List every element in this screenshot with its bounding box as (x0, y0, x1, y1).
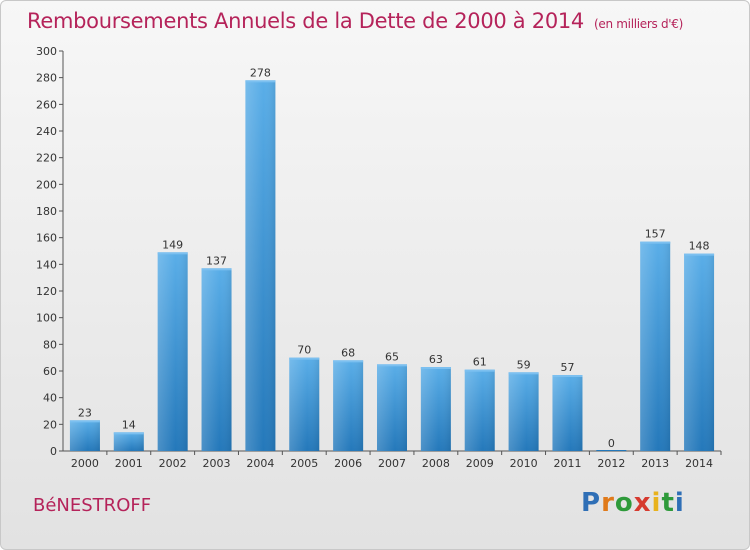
value-label-2003: 137 (206, 254, 227, 267)
y-tick-label: 60 (43, 365, 57, 378)
x-tick-label: 2006 (334, 457, 362, 470)
bar-shade-2006 (333, 360, 364, 451)
labels: 23 2000 14 2001 149 2002 137 2003 278 2004 70 2005 6… (71, 66, 713, 470)
value-label-2012: 0 (608, 437, 615, 450)
y-tick-label: 140 (36, 258, 57, 271)
bar-shade-2008 (420, 367, 451, 451)
value-label-2010: 59 (517, 358, 531, 371)
bar-shade-2013 (640, 241, 671, 451)
x-tick-label: 2002 (159, 457, 187, 470)
value-label-2008: 63 (429, 353, 443, 366)
bar-shade-2002 (157, 252, 188, 451)
x-tick-label: 2014 (685, 457, 713, 470)
y-tick-label: 20 (43, 418, 57, 431)
bar-top-2002 (157, 252, 188, 255)
value-label-2014: 148 (689, 240, 710, 253)
chart-unit: (en milliers d'€) (594, 17, 684, 31)
y-tick-label: 180 (36, 205, 57, 218)
bar-shade-2011 (552, 375, 583, 451)
bar-top-2011 (552, 375, 583, 377)
y-tick-label: 120 (36, 285, 57, 298)
bar-shade-2009 (464, 369, 495, 451)
value-label-2002: 149 (162, 238, 183, 251)
value-label-2011: 57 (560, 361, 574, 374)
x-tick-label: 2001 (115, 457, 143, 470)
y-tick-label: 300 (36, 45, 57, 58)
bar-shade-2004 (245, 80, 276, 451)
bar-top-2003 (201, 268, 232, 271)
value-label-2005: 70 (297, 344, 311, 357)
y-tick-label: 80 (43, 338, 57, 351)
value-label-2004: 278 (250, 66, 271, 79)
bar-top-2009 (464, 369, 495, 372)
bar-shade-2001 (113, 432, 144, 451)
value-label-2009: 61 (473, 356, 487, 369)
bar-shade-2000 (69, 420, 100, 451)
y-tick-label: 280 (36, 72, 57, 85)
bar-shade-2003 (201, 268, 232, 451)
bar-top-2014 (684, 253, 715, 256)
value-label-2000: 23 (78, 406, 92, 419)
value-label-2001: 14 (122, 418, 136, 431)
bar-2012 (596, 450, 627, 451)
x-tick-label: 2008 (422, 457, 450, 470)
x-tick-label: 2010 (510, 457, 538, 470)
bar-shade-2005 (289, 357, 320, 451)
chart-title: Remboursements Annuels de la Dette de 20… (27, 9, 683, 33)
y-tick-label: 0 (50, 445, 57, 458)
bar-shade-2014 (684, 253, 715, 451)
bar-top-2004 (245, 80, 276, 83)
x-tick-label: 2003 (203, 457, 231, 470)
axes: 0204060801001201401601802002202402602803… (36, 45, 722, 458)
value-label-2007: 65 (385, 350, 399, 363)
y-tick-label: 160 (36, 232, 57, 245)
x-tick-label: 2013 (641, 457, 669, 470)
y-tick-label: 200 (36, 178, 57, 191)
value-label-2013: 157 (645, 228, 666, 241)
bar-top-2005 (289, 357, 320, 360)
x-tick-label: 2007 (378, 457, 406, 470)
y-tick-label: 100 (36, 312, 57, 325)
y-tick-label: 260 (36, 98, 57, 111)
bar-top-2006 (333, 360, 364, 363)
bar-shade-2010 (508, 372, 539, 451)
bar-top-2000 (69, 420, 100, 423)
y-tick-label: 40 (43, 392, 57, 405)
bar-top-2013 (640, 241, 671, 244)
commune-name: BéNESTROFF (33, 495, 152, 516)
bar-shade-2007 (377, 364, 407, 451)
bar-top-2001 (113, 432, 144, 435)
value-label-2006: 68 (341, 346, 355, 359)
x-tick-label: 2005 (290, 457, 318, 470)
x-tick-label: 2000 (71, 457, 99, 470)
chart-title-text: Remboursements Annuels de la Dette de 20… (27, 9, 584, 33)
y-tick-label: 240 (36, 125, 57, 138)
proxiti-logo: Proxiti (581, 488, 685, 518)
x-tick-label: 2011 (553, 457, 581, 470)
bar-top-2007 (377, 364, 407, 367)
x-tick-label: 2012 (597, 457, 625, 470)
bar-top-2008 (420, 367, 451, 369)
y-tick-label: 220 (36, 152, 57, 165)
bars (69, 80, 715, 451)
x-tick-label: 2009 (466, 457, 494, 470)
x-tick-label: 2004 (246, 457, 274, 470)
bar-top-2010 (508, 372, 539, 375)
